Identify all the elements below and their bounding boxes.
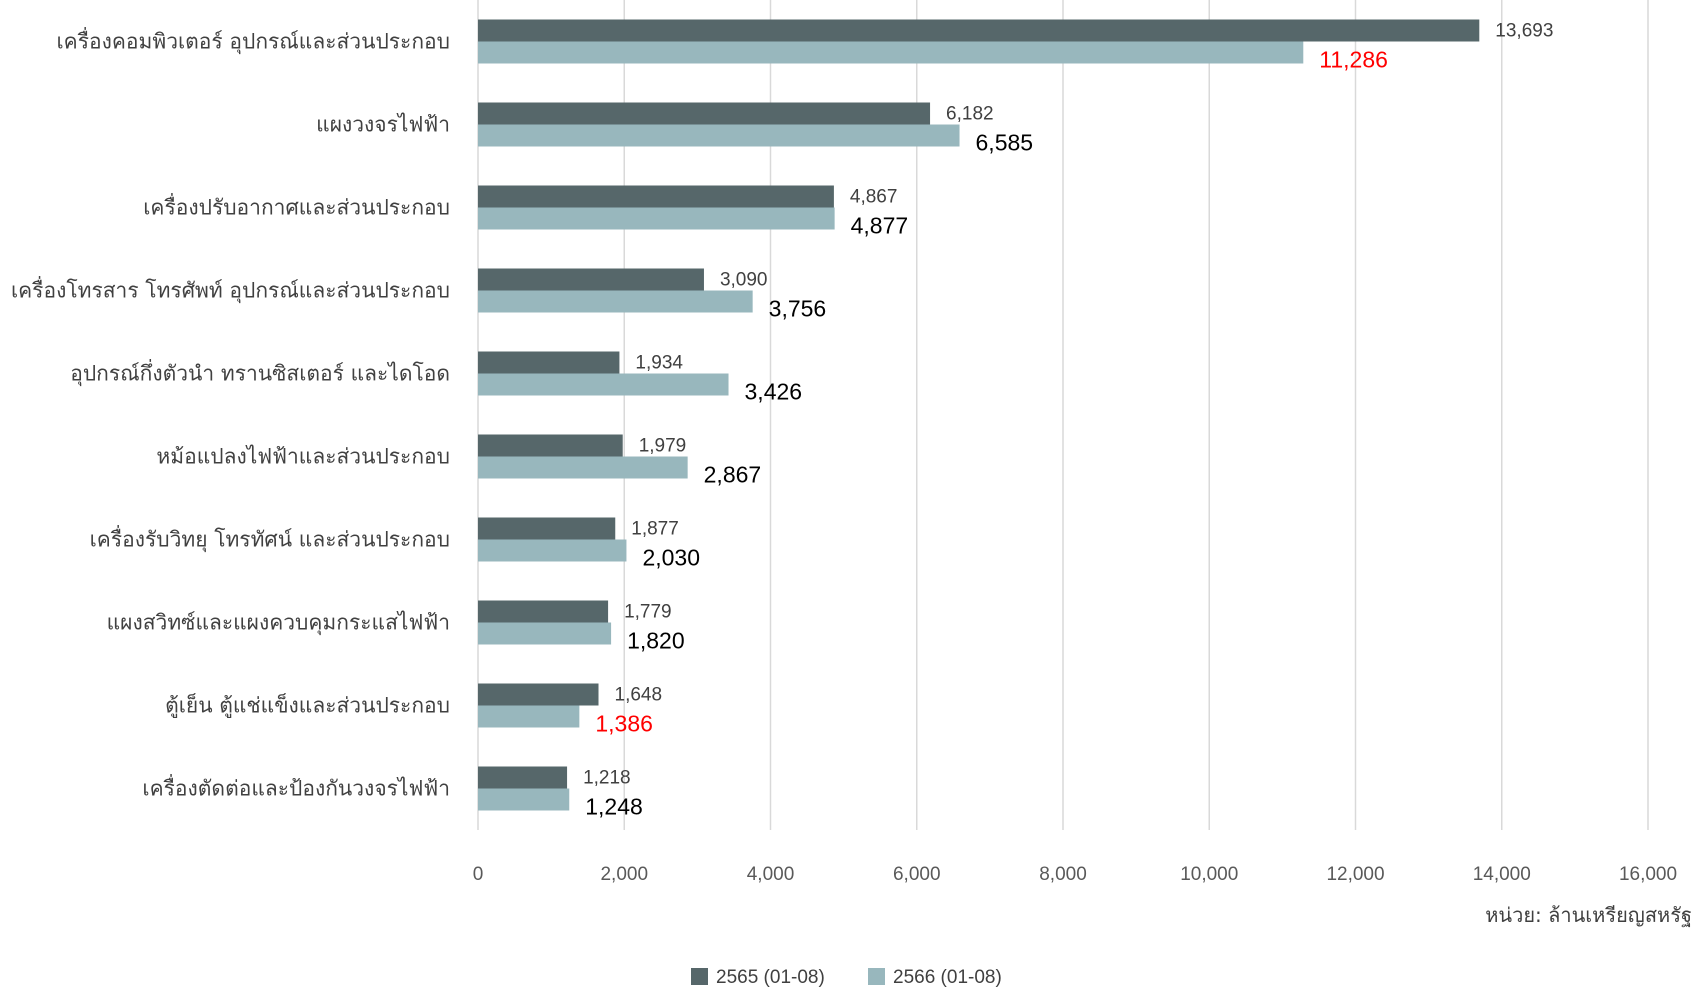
bar-2566 [478,622,612,645]
x-tick-label: 14,000 [1473,864,1531,885]
data-label-2565: 1,934 [635,353,683,374]
x-tick-label: 8,000 [1039,864,1087,885]
x-tick-label: 4,000 [747,864,795,885]
data-label-2565: 6,182 [946,104,994,125]
unit-label: หน่วย: ล้านเหรียญสหรัฐ [1485,903,1692,927]
category-label: เครื่องรับวิทยุ โทรทัศน์ และส่วนประกอบ [90,525,450,553]
bar-2566 [478,207,835,230]
data-label-2565: 1,979 [639,436,687,457]
bar-2566 [478,290,753,313]
data-label-2565: 4,867 [850,187,898,208]
bar-2565 [478,600,609,623]
data-label-2566: 3,756 [769,296,827,322]
data-label-2565: 1,779 [624,602,672,623]
bar-2566 [478,788,570,811]
data-label-2566: 4,877 [851,213,909,239]
bar-2566 [478,539,627,562]
legend-label-2565: 2565 (01-08) [716,967,825,988]
category-label: แผงวงจรไฟฟ้า [316,113,450,137]
bar-2565 [478,434,623,457]
data-label-2566: 6,585 [976,130,1034,156]
legend-swatch-2565 [691,968,708,985]
data-label-2565: 13,693 [1495,21,1553,42]
category-label: เครื่องคอมพิวเตอร์ อุปกรณ์และส่วนประกอบ [56,27,450,55]
x-tick-label: 16,000 [1619,864,1677,885]
data-label-2566: 3,426 [745,379,803,405]
bar-2565 [478,19,1480,42]
category-label: อุปกรณ์กึ่งตัวนำ ทรานซิสเตอร์ และไดโอด [70,359,450,387]
data-label-2566: 2,867 [704,462,762,488]
value-labels: 13,693 11,286 6,182 6,585 4,867 4,877 3,0903,7… [583,21,1553,820]
data-label-2566: 2,030 [642,545,700,571]
bar-2565 [478,766,568,789]
data-label-2565: 1,218 [583,768,631,789]
x-axis-ticks: 0 2,000 4,000 6,000 8,000 10,000 12,000 14,000 1… [473,864,1677,885]
category-label: เครื่องปรับอากาศและส่วนประกอบ [143,193,450,220]
category-label: เครื่องตัดต่อและป้องกันวงจรไฟฟ้า [142,774,450,801]
legend-swatch-2566 [868,968,885,985]
data-label-2565: 1,877 [631,519,679,540]
data-label-2566: 1,820 [627,628,685,654]
category-label: ตู้เย็น ตู้แช่แข็งและส่วนประกอบ [165,692,450,719]
x-tick-label: 10,000 [1180,864,1238,885]
bar-2565 [478,683,599,706]
bar-2565 [478,351,620,374]
category-label: แผงสวิทซ์และแผงควบคุมกระแสไฟฟ้า [107,611,450,636]
legend-label-2566: 2566 (01-08) [893,967,1002,988]
bar-2566 [478,705,580,728]
bars [478,19,1480,811]
x-tick-label: 12,000 [1326,864,1384,885]
data-label-2566: 1,248 [585,794,643,820]
data-label-2566: 11,286 [1319,47,1388,73]
category-labels: เครื่องคอมพิวเตอร์ อุปกรณ์และส่วนประกอบแ… [11,27,450,801]
x-tick-label: 0 [473,864,484,885]
bar-2565 [478,517,616,540]
bar-2565 [478,268,704,291]
legend: 2565 (01-08) 2566 (01-08) [691,967,1002,988]
bar-2566 [478,456,688,479]
bar-2566 [478,373,729,396]
category-label: หม้อแปลงไฟฟ้าและส่วนประกอบ [156,445,450,469]
data-label-2565: 1,648 [615,685,663,706]
bar-2565 [478,102,931,125]
bar-2566 [478,124,960,147]
category-label: เครื่องโทรสาร โทรศัพท์ อุปกรณ์และส่วนประ… [11,276,450,304]
x-tick-label: 2,000 [600,864,648,885]
x-tick-label: 6,000 [893,864,941,885]
data-label-2565: 3,090 [720,270,768,291]
data-label-2566: 1,386 [595,711,653,737]
bar-2565 [478,185,834,208]
bar-2566 [478,41,1304,64]
